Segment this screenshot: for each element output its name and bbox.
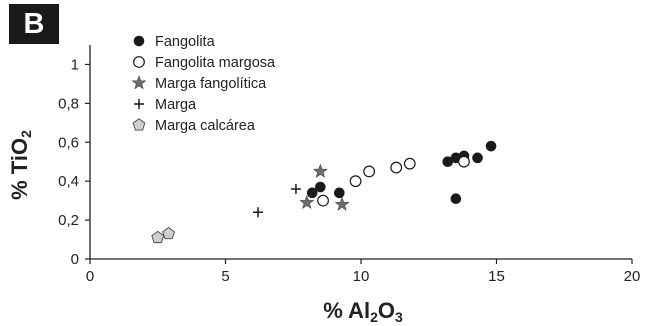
- data-point: [349, 175, 362, 188]
- x-tick-label: 20: [624, 268, 641, 285]
- legend-marker: [133, 35, 145, 47]
- y-tick-label: 0,4: [58, 173, 79, 190]
- data-point: [334, 196, 350, 211]
- data-point: [442, 156, 454, 168]
- y-tick-label: 0: [71, 251, 79, 268]
- data-point: [390, 161, 403, 174]
- legend-marker: [131, 75, 147, 90]
- legend-label: Fangolita: [155, 34, 216, 50]
- legend-marker: [133, 56, 145, 68]
- y-axis-title: % TiO2: [7, 130, 34, 200]
- data-point: [450, 193, 462, 204]
- y-tick-label: 0,8: [58, 95, 79, 112]
- legend-label: Marga calcárea: [155, 118, 256, 134]
- y-tick-label: 0,6: [58, 134, 79, 151]
- data-point: [363, 165, 376, 178]
- y-tick-label: 1: [71, 56, 79, 73]
- legend-label: Fangolita margosa: [155, 55, 276, 71]
- data-point: [306, 187, 318, 199]
- data-point: [403, 157, 416, 170]
- legend-label: Marga fangolítica: [155, 76, 267, 92]
- axis-ticks: 0 5 10 15 20 0 0,2 0,4 0,6 0,8 1: [58, 56, 640, 285]
- data-point: [290, 183, 301, 194]
- legend-label: Marga: [155, 97, 197, 113]
- data-point: [253, 207, 264, 218]
- x-tick-label: 10: [353, 268, 370, 285]
- data-point: [485, 140, 497, 152]
- legend-marker: [134, 99, 144, 109]
- legend: Fangolita Fangolita margosa Marga fangolít…: [131, 34, 276, 134]
- data-points: [151, 140, 497, 244]
- data-point: [162, 226, 176, 240]
- data-point: [312, 163, 328, 178]
- data-point: [315, 181, 326, 193]
- data-point: [458, 155, 470, 168]
- x-tick-label: 0: [86, 268, 94, 285]
- data-point: [151, 230, 165, 244]
- y-tick-label: 0,2: [58, 212, 79, 229]
- data-point: [472, 152, 483, 164]
- x-tick-label: 5: [221, 268, 229, 285]
- data-point: [317, 194, 329, 207]
- legend-marker: [132, 118, 146, 131]
- data-point: [299, 194, 315, 209]
- x-tick-label: 15: [488, 268, 505, 285]
- x-axis-title: % Al2O3: [323, 298, 403, 325]
- data-point: [334, 187, 345, 199]
- panel-label: B: [9, 4, 59, 44]
